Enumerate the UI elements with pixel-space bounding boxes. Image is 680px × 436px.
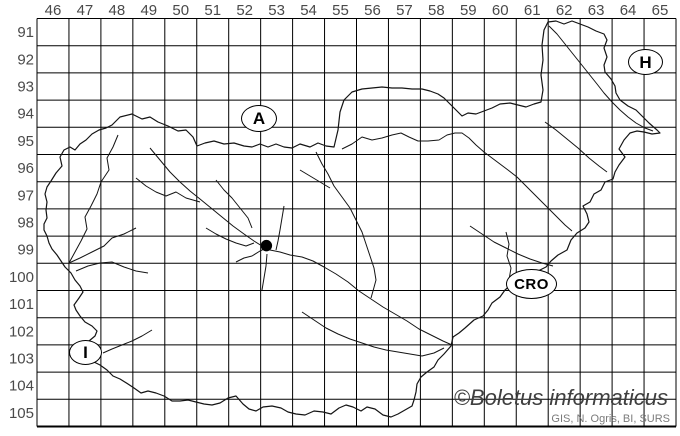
river-line (341, 132, 573, 232)
river-line (261, 253, 268, 291)
grid-row-label: 102 (9, 323, 34, 340)
river-line (68, 134, 119, 264)
river-line (235, 247, 267, 263)
grid-column-label: 51 (204, 2, 221, 19)
river-line (544, 121, 608, 173)
grid-column-label: 58 (428, 2, 445, 19)
river-line (469, 225, 554, 267)
river-line (215, 179, 253, 229)
grid-column-label: 55 (332, 2, 349, 19)
river-line (275, 205, 285, 251)
country-label-italy: I (69, 340, 102, 365)
grid-row-label: 91 (17, 24, 34, 41)
river-line (102, 329, 153, 354)
grid-row-label: 93 (17, 79, 34, 96)
grid-row-label: 101 (9, 296, 34, 313)
grid-column-label: 56 (364, 2, 381, 19)
record-point[interactable] (260, 239, 273, 252)
data-sources-text: GIS, N. Ogris, BI, SURS (551, 413, 670, 425)
grid-column-label: 65 (652, 2, 669, 19)
grid-column-label: 57 (396, 2, 413, 19)
country-label-croatia: CRO (506, 269, 557, 299)
grid-column-label: 47 (77, 2, 94, 19)
river-line (505, 231, 512, 281)
grid-column-label: 60 (492, 2, 509, 19)
river-line (548, 25, 654, 132)
river-line (75, 261, 149, 274)
river-line (68, 227, 137, 264)
watermark-text: ©Boletus informaticus (453, 385, 668, 410)
river-line (149, 147, 453, 346)
grid-column-label: 63 (588, 2, 605, 19)
country-label-austria: A (241, 105, 277, 132)
country-label-hungary: H (628, 49, 663, 75)
grid-column-label: 59 (460, 2, 477, 19)
grid-row-label: 96 (17, 160, 34, 177)
grid-row-label: 98 (17, 215, 34, 232)
grid-row-label: 105 (9, 405, 34, 422)
grid-row-label: 99 (17, 242, 34, 259)
grid-column-label: 46 (45, 2, 62, 19)
river-line (301, 311, 445, 357)
grid-column-label: 64 (620, 2, 637, 19)
country-border-outline (43, 20, 661, 418)
grid-column-label: 52 (236, 2, 253, 19)
river-line (135, 177, 201, 203)
river-line (315, 151, 377, 299)
grid-row-label: 104 (9, 378, 34, 395)
grid-row-label: 92 (17, 51, 34, 68)
grid-column-label: 53 (268, 2, 285, 19)
grid-column-label: 49 (140, 2, 157, 19)
grid-column-label: 48 (109, 2, 126, 19)
grid-row-label: 95 (17, 133, 34, 150)
grid-row-label: 97 (17, 187, 34, 204)
grid-row-label: 94 (17, 106, 34, 123)
river-line (205, 227, 255, 247)
grid-column-label: 62 (556, 2, 573, 19)
grid-column-label: 50 (172, 2, 189, 19)
grid-column-label: 54 (300, 2, 317, 19)
grid-row-label: 100 (9, 269, 34, 286)
river-line (299, 169, 331, 189)
grid-row-label: 103 (9, 351, 34, 368)
grid-column-label: 61 (524, 2, 541, 19)
